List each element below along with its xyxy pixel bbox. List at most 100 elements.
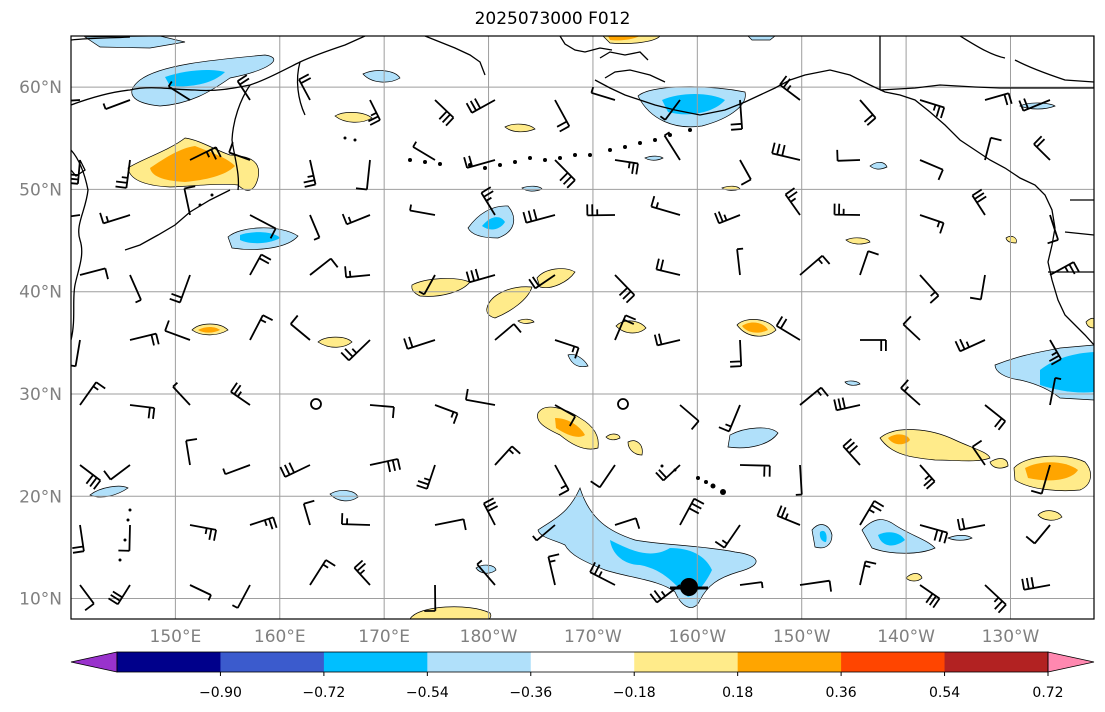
wind-barb [416,464,436,490]
wind-barb [309,214,321,241]
wind-barb [183,185,196,216]
coastlines [71,36,1094,346]
wind-barb [736,247,744,276]
wind-barb [108,584,131,606]
colorbar-segment [841,652,946,672]
colorbar-tick-label: −0.90 [199,685,242,701]
colorbar-segment [323,652,428,672]
wind-barb [1021,577,1051,591]
wind-barb [249,314,274,341]
latitude-label: 60°N [19,78,62,98]
wind-barb [779,75,801,101]
wind-barb [118,524,131,552]
wind-barb [249,214,277,239]
wind-barb [984,584,1007,614]
wind-barb [659,99,681,121]
wind-barb [167,81,191,101]
wind-barb [164,320,191,341]
wind-barb [655,464,681,482]
wind-barb [650,195,681,216]
wind-barb [984,136,1002,161]
wind-barb [494,323,522,341]
wind-barb [554,159,576,189]
tropical-storm-marker [670,578,708,596]
colorbar-tick-label: −0.18 [613,685,656,701]
longitude-label: 180°W [460,627,518,647]
wind-barb [115,159,131,189]
colorbar-tick-label: −0.54 [406,685,449,701]
wind-barb [528,274,556,290]
wind-barb [129,404,156,420]
longitude-label: 170°E [358,627,410,647]
wind-barb [614,274,636,304]
wind-barb [784,187,801,216]
wind-barb [1049,261,1080,276]
wind-barb [739,464,771,477]
wind-barb [954,338,986,353]
wind-barb [614,314,637,341]
wind-barb [586,204,616,217]
wind-barb [189,146,222,161]
wind-barb [730,99,743,131]
colorbar-segment [737,652,842,672]
map-panel [71,36,1094,619]
wind-barb [919,274,940,304]
wind-barb [679,404,700,430]
wind-barb [185,438,198,466]
wind-barb [919,524,949,544]
wind-barb [476,559,496,586]
wind-barb [353,559,371,586]
calm-wind-marker [310,398,322,410]
wind-barb [79,381,106,406]
wind-barb [303,159,317,188]
longitude-label: 130°W [982,627,1040,647]
wind-barb [434,518,467,531]
colorbar-segment [634,652,739,672]
wind-barb [483,497,499,526]
wind-barb [859,250,879,276]
colorbar-segment [427,652,532,672]
colorbar-segment [117,652,221,672]
wind-barb [1048,339,1062,366]
colorbar-extend-low [70,651,118,673]
wind-barb [279,462,311,478]
latitude-label: 50°N [19,180,62,200]
wind-barb [833,397,861,412]
graticule [71,36,1094,619]
colorbar-extend-high [1047,651,1095,673]
wind-barb [969,274,986,301]
wind-barb [833,203,861,216]
wind-barb [971,439,986,466]
wind-barb [309,257,339,276]
wind-barb [663,131,681,161]
wind-barb [129,332,160,346]
wind-barb [655,258,681,276]
wind-barb [236,74,251,101]
wind-barb [403,336,436,350]
wind-barb [344,266,371,279]
wind-barb [799,255,831,276]
wind-barb [739,159,752,186]
wind-barb [971,188,987,216]
wind-barb [902,315,921,341]
wind-barb [424,584,437,612]
wind-barb [189,524,217,541]
wind-barb [729,339,743,368]
map-frame [70,35,1095,620]
wind-barb [776,505,801,526]
wind-barb [653,333,681,347]
wind-barb [799,579,832,592]
longitude-label: 140°W [877,627,935,647]
wind-barb [79,464,102,490]
wind-barb [590,464,616,489]
latitude-label: 10°N [19,590,62,610]
wind-barb [1025,524,1051,545]
colorbar: −0.90 −0.72 −0.54 −0.36 −0.18 0.18 0.36 0.54 0.7… [70,651,1095,701]
wind-barb [984,404,1007,431]
wind-barb [614,159,639,175]
wind-barb [842,438,861,466]
wind-barb [418,274,436,296]
wind-barb [99,212,131,225]
wind-barb [522,209,556,224]
